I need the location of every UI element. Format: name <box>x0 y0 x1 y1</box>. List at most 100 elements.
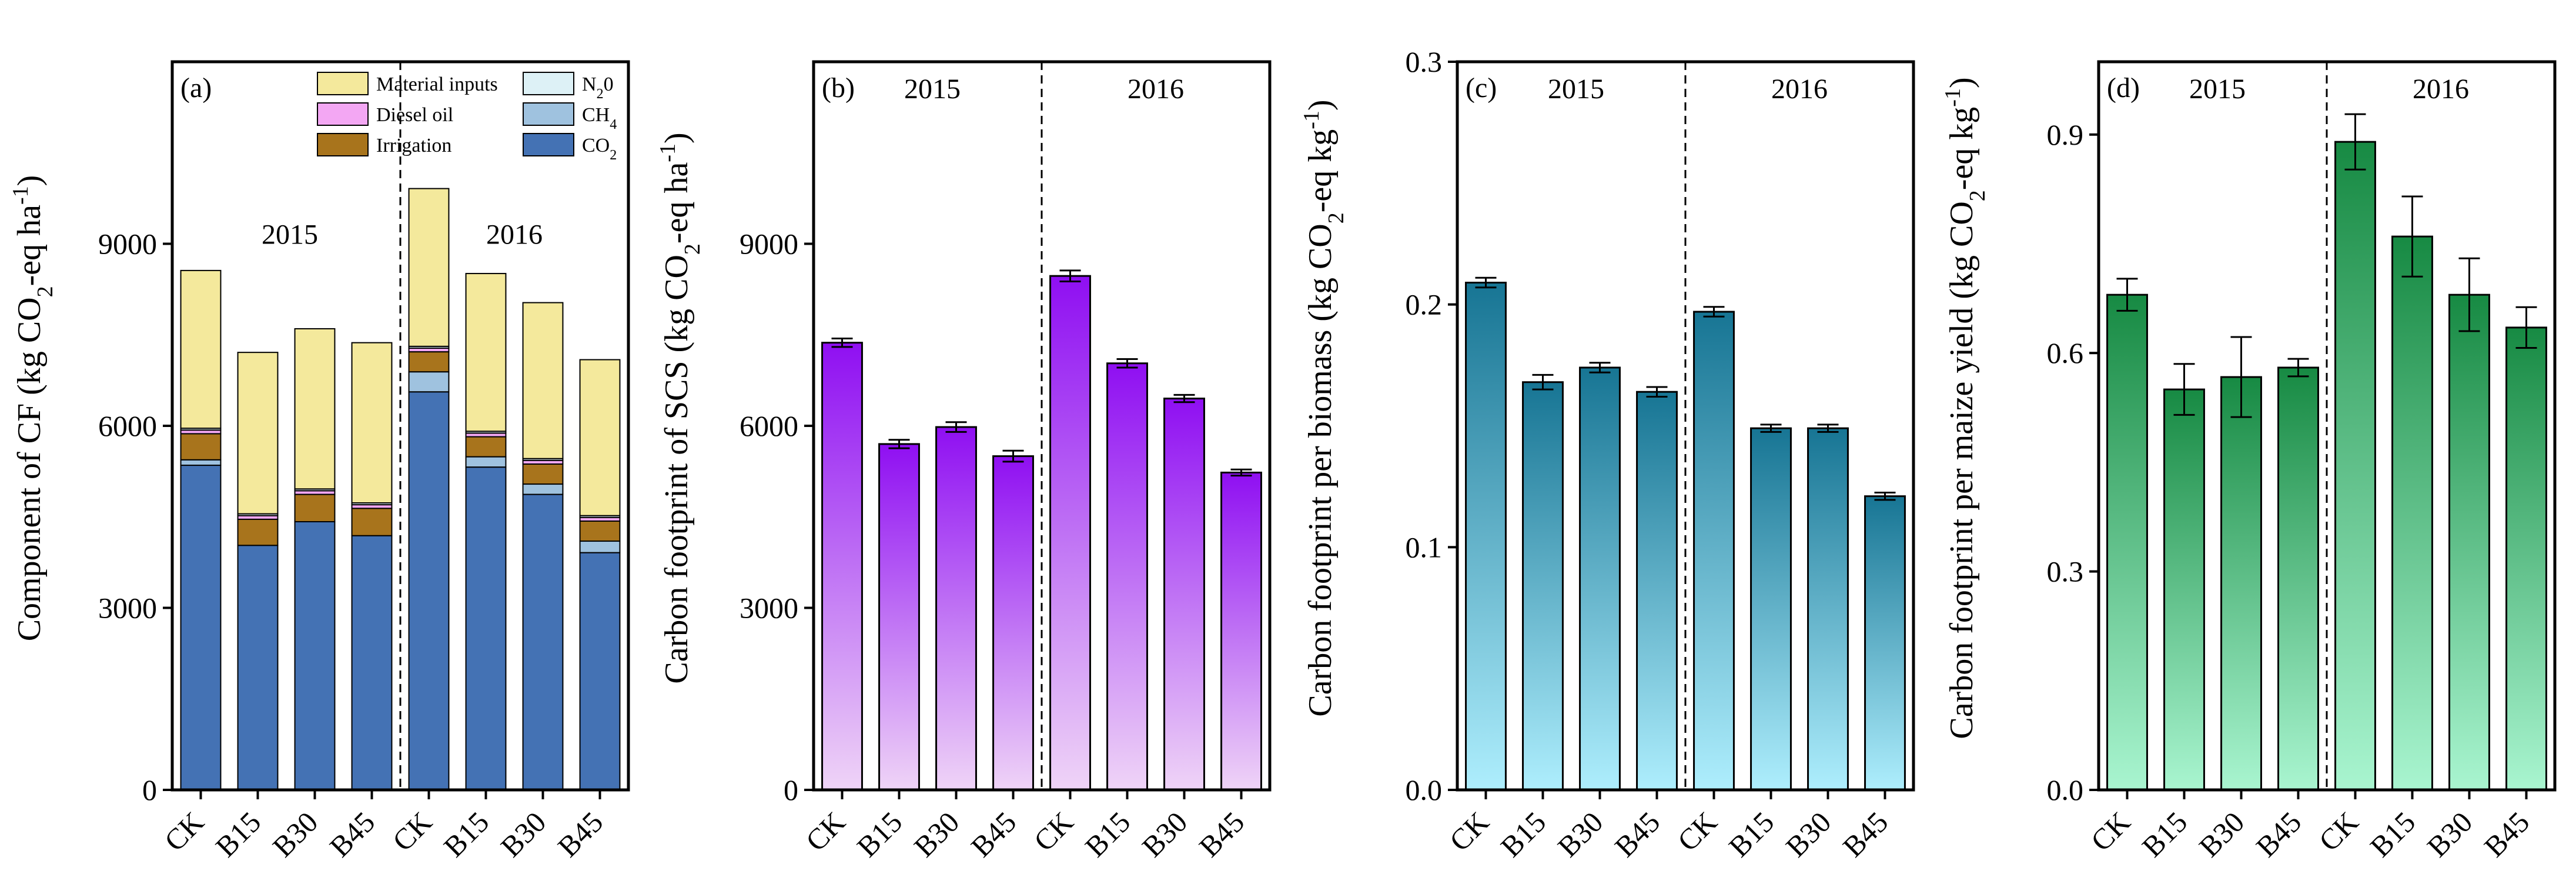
bar <box>2277 366 2319 791</box>
bar-segment-ch4 <box>465 456 507 468</box>
bar-segment-co2 <box>465 466 507 790</box>
x-tick-label: CK <box>799 805 852 858</box>
bar <box>1807 427 1849 791</box>
y-axis-title: Carbon footprint of SCS (kg CO2-eq ha-1) <box>655 132 705 683</box>
y-tick-label: 3000 <box>740 592 798 625</box>
bar-segment-irrigation <box>579 520 621 542</box>
panel-label: (c) <box>1466 72 1497 104</box>
group-label-2015: 2015 <box>262 219 318 251</box>
legend-item-co2: CO2 <box>523 133 617 163</box>
bar <box>992 455 1034 791</box>
y-tick-label: 3000 <box>98 592 157 625</box>
group-label-2015: 2015 <box>1548 74 1604 105</box>
plot-frame <box>1456 60 1915 792</box>
group-label-2015: 2015 <box>2189 74 2246 105</box>
bar-segment-material-inputs <box>351 342 393 504</box>
y-tick-label: 0 <box>784 773 798 806</box>
y-tick-label: 0.0 <box>1406 773 1443 806</box>
x-tick-label: CK <box>1028 805 1080 858</box>
x-tick-label: B15 <box>1494 805 1553 863</box>
legend-item-n2o: N20 <box>523 72 614 102</box>
bar <box>1049 275 1091 791</box>
bar <box>1579 366 1621 791</box>
bar-segment-irrigation <box>408 351 450 373</box>
bar-segment-material-inputs <box>408 188 450 347</box>
bar <box>2334 141 2376 791</box>
bar <box>1220 471 1262 791</box>
y-tick-label: 0.3 <box>2047 555 2084 588</box>
bar-segment-irrigation <box>237 518 279 546</box>
bar-segment-material-inputs <box>465 273 507 432</box>
panel-label: (b) <box>822 72 855 104</box>
group-label-2016: 2016 <box>1128 74 1184 105</box>
legend-label: Material inputs <box>376 74 498 95</box>
bar <box>1693 311 1735 791</box>
bar <box>2505 326 2547 791</box>
x-tick-label: B15 <box>1722 805 1781 863</box>
bar <box>2220 376 2262 791</box>
x-tick-label: CK <box>158 805 210 858</box>
x-tick-label: B15 <box>437 805 496 863</box>
bar-segment-irrigation <box>351 508 393 536</box>
bar-segment-co2 <box>180 465 222 790</box>
y-tick-label: 6000 <box>740 409 798 442</box>
bar-segment-ch4 <box>579 541 621 553</box>
bar <box>1750 427 1792 791</box>
legend-label: CH4 <box>582 104 617 132</box>
bar-segment-material-inputs <box>237 352 279 515</box>
x-tick-label: B30 <box>1551 805 1610 863</box>
legend: Material inputs Diesel oil Irrigation N20CH… <box>317 72 617 163</box>
bar <box>1636 391 1678 791</box>
legend-swatch <box>523 133 574 156</box>
x-tick-label: B45 <box>2250 805 2308 863</box>
x-tick-label: B45 <box>965 805 1023 863</box>
legend-label: Diesel oil <box>376 104 453 126</box>
x-tick-label: B15 <box>2136 805 2194 863</box>
bar <box>2106 293 2148 791</box>
legend-item-material-inputs: Material inputs <box>317 72 498 95</box>
x-tick-label: B30 <box>1779 805 1838 863</box>
legend-item-ch4: CH4 <box>523 102 617 132</box>
y-tick-label: 0 <box>142 773 157 806</box>
legend-label: Irrigation <box>376 135 451 156</box>
bar <box>935 426 977 791</box>
legend-label: CO2 <box>582 135 617 163</box>
x-tick-label: B15 <box>209 805 267 863</box>
bar <box>2163 388 2205 791</box>
bar <box>2448 293 2490 791</box>
group-label-2016: 2016 <box>1771 74 1828 105</box>
y-tick-label: 9000 <box>98 228 157 261</box>
bar-segment-material-inputs <box>522 302 564 459</box>
x-tick-label: B15 <box>1079 805 1137 863</box>
group-label-2016: 2016 <box>2413 74 2469 105</box>
x-tick-label: B45 <box>323 805 382 863</box>
x-tick-label: B45 <box>1608 805 1667 863</box>
x-tick-label: B15 <box>851 805 909 863</box>
x-tick-label: CK <box>1443 805 1496 858</box>
bar-segment-co2 <box>522 493 564 790</box>
y-axis-title: Carbon footprint per biomass (kg CO2-eq … <box>1299 99 1349 716</box>
bar <box>1163 398 1205 791</box>
bar-segment-ch4 <box>180 459 222 466</box>
legend-swatch <box>317 133 369 156</box>
panel-label: (d) <box>2107 72 2140 104</box>
bar-segment-co2 <box>408 391 450 790</box>
x-tick-label: CK <box>2313 805 2365 858</box>
bar-segment-co2 <box>237 545 279 790</box>
bar-segment-material-inputs <box>180 269 222 429</box>
y-tick-label: 0.3 <box>1406 45 1443 78</box>
x-tick-label: B30 <box>2421 805 2479 863</box>
y-tick-label: 0.0 <box>2047 773 2084 806</box>
bar <box>1465 282 1507 791</box>
x-tick-label: B45 <box>1836 805 1895 863</box>
legend-item-irrigation: Irrigation <box>317 133 451 156</box>
y-tick-label: 9000 <box>740 228 798 261</box>
bar-segment-material-inputs <box>579 359 621 516</box>
y-tick-label: 0.2 <box>1406 288 1443 321</box>
y-axis-title: Component of CF (kg CO2-eq ha-1) <box>8 175 58 642</box>
panel-label: (a) <box>180 72 212 104</box>
